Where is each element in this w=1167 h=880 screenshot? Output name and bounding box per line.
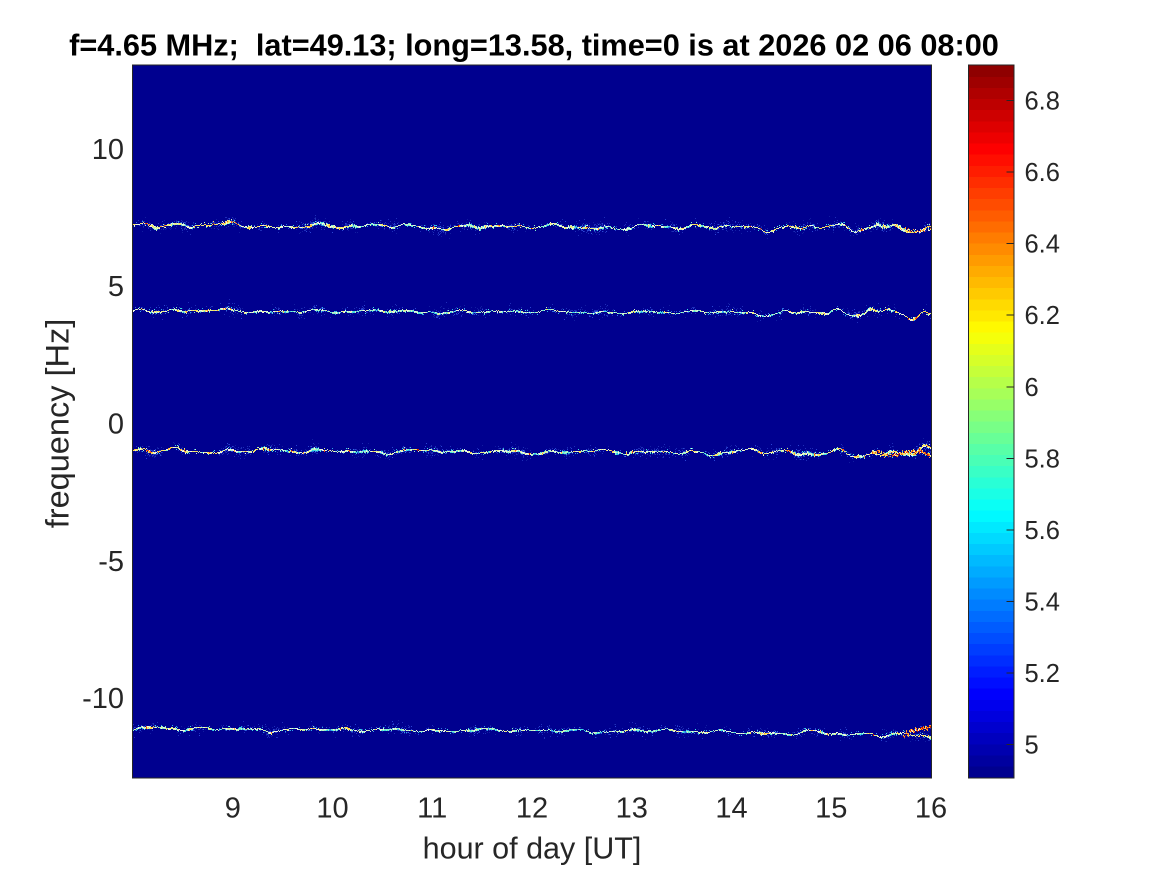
svg-text:6.8: 6.8 [1025,88,1060,116]
svg-text:-10: -10 [82,683,124,715]
svg-text:6.6: 6.6 [1025,159,1060,187]
svg-text:16: 16 [915,793,947,825]
svg-text:6: 6 [1025,374,1039,402]
svg-text:frequency [Hz]: frequency [Hz] [40,319,76,529]
svg-text:5.6: 5.6 [1025,517,1060,545]
svg-text:5.4: 5.4 [1025,588,1060,616]
svg-text:5: 5 [108,271,124,303]
svg-text:14: 14 [715,793,747,825]
svg-text:13: 13 [616,793,648,825]
svg-text:6.4: 6.4 [1025,231,1060,259]
svg-text:5: 5 [1025,732,1039,760]
svg-text:hour of day [UT]: hour of day [UT] [423,832,642,866]
svg-text:6.2: 6.2 [1025,302,1060,330]
svg-text:11: 11 [417,793,447,825]
svg-text:-5: -5 [98,546,124,578]
svg-text:10: 10 [92,134,124,166]
svg-text:5.2: 5.2 [1025,660,1060,688]
svg-text:9: 9 [225,793,241,825]
svg-text:5.8: 5.8 [1025,445,1060,473]
svg-text:12: 12 [516,793,548,825]
svg-text:10: 10 [316,793,348,825]
svg-text:0: 0 [108,409,124,441]
svg-text:15: 15 [815,793,847,825]
svg-text:f=4.65 MHz; lat=49.13; long=1: f=4.65 MHz; lat=49.13; long=13.58, time=… [69,28,999,63]
